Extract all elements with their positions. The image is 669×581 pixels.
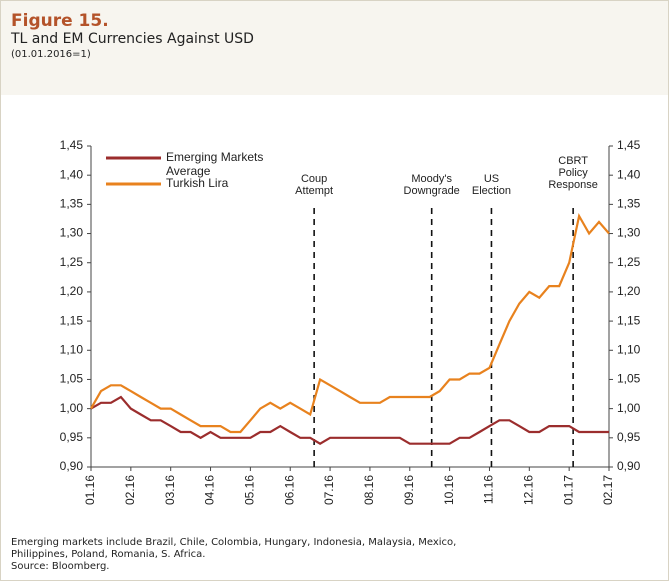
y-tick-label: 1,10 <box>60 342 84 356</box>
y-tick-label: 1,05 <box>60 372 84 386</box>
x-tick-label: 02.16 <box>123 475 137 505</box>
source: Source: Bloomberg. <box>11 561 110 572</box>
y2-tick-label: 1,10 <box>617 342 641 356</box>
chart: 0,90 0,95 1,00 1,05 1,10 1,15 1,20 1,25 1,30 1,35… <box>60 138 641 505</box>
y2-tick-label: 1,25 <box>617 255 641 269</box>
x-tick-label: 06.16 <box>282 475 296 505</box>
annotation-text: Moody's <box>411 173 452 185</box>
annotation-text: Attempt <box>295 185 333 197</box>
y-tick-label: 1,00 <box>60 401 84 415</box>
x-tick-label: 01.16 <box>83 475 97 505</box>
annotation-text: CBRT <box>558 155 588 167</box>
y2-tick-label: 1,15 <box>617 313 641 327</box>
x-tick-label: 03.16 <box>163 475 177 505</box>
annotation-text: Election <box>472 185 511 197</box>
header: Figure 15. TL and EM Currencies Against … <box>1 1 668 95</box>
y2-tick-label: 1,00 <box>617 401 641 415</box>
chart-subtitle: (01.01.2016=1) <box>11 49 91 60</box>
y-tick-label: 1,15 <box>60 313 84 327</box>
annotation-text: US <box>484 173 499 185</box>
y-tick-label: 1,20 <box>60 284 84 298</box>
x-tick-label: 08.16 <box>362 475 376 505</box>
x-tick-label: 11.16 <box>482 475 496 504</box>
annotation-text: Response <box>548 179 598 191</box>
legend-label: Turkish Lira <box>166 176 229 190</box>
y-tick-label: 1,35 <box>60 197 84 211</box>
x-tick-label: 12.16 <box>521 475 535 505</box>
x-tick-label: 02.17 <box>601 475 615 505</box>
y-tick-label: 1,30 <box>60 226 84 240</box>
series-line <box>90 212 610 434</box>
note: Philippines, Poland, Romania, S. Africa. <box>11 549 206 560</box>
y-tick-label: 1,45 <box>60 138 84 152</box>
y2-tick-label: 0,90 <box>617 459 641 473</box>
x-tick-label: 01.17 <box>561 475 575 505</box>
y-tick-label: 1,25 <box>60 255 84 269</box>
annotation-text: Coup <box>301 173 327 185</box>
x-tick-label: 04.16 <box>203 475 217 505</box>
series-line <box>90 395 609 445</box>
y-tick-label: 0,95 <box>60 430 84 444</box>
x-tick-label: 07.16 <box>322 475 336 505</box>
y2-tick-label: 1,40 <box>617 167 641 181</box>
chart-title: TL and EM Currencies Against USD <box>11 31 254 47</box>
y2-tick-label: 1,35 <box>617 197 641 211</box>
y2-tick-label: 1,05 <box>617 372 641 386</box>
y-tick-label: 1,40 <box>60 167 84 181</box>
x-tick-label: 10.16 <box>442 475 456 505</box>
x-tick-label: 05.16 <box>243 475 257 505</box>
note: Emerging markets include Brazil, Chile, … <box>11 537 457 548</box>
legend-label: Emerging Markets Average <box>166 150 263 178</box>
figure-number: Figure 15. <box>11 11 109 31</box>
y2-tick-label: 0,95 <box>617 430 641 444</box>
annotation-text: Downgrade <box>404 185 460 197</box>
y2-tick-label: 1,30 <box>617 226 641 240</box>
annotation-text: Policy <box>558 167 588 179</box>
y-tick-label: 0,90 <box>60 459 84 473</box>
y2-tick-label: 1,20 <box>617 284 641 298</box>
x-tick-label: 09.16 <box>402 475 416 505</box>
y2-tick-label: 1,45 <box>617 138 641 152</box>
